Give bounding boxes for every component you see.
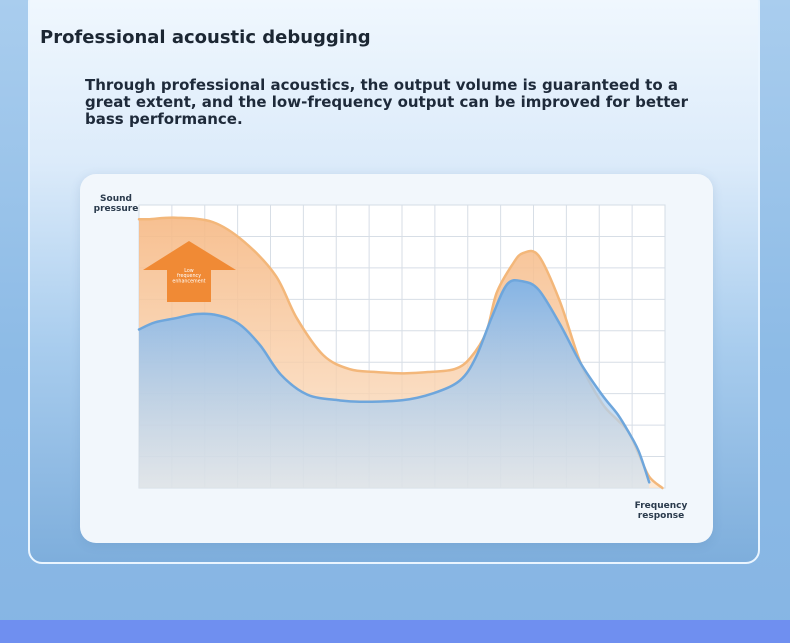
y-axis-label-line-1: Sound bbox=[100, 194, 132, 204]
x-axis-label-line-2: response bbox=[637, 511, 685, 521]
x-axis-label-line-1: Frequency bbox=[634, 501, 688, 511]
x-axis-label: Frequency response bbox=[630, 501, 692, 521]
y-axis-label: Sound pressure bbox=[92, 194, 140, 214]
series-line-original bbox=[137, 278, 651, 484]
series-area-original bbox=[139, 280, 650, 488]
annotation-text-line-3: enhancement bbox=[172, 278, 205, 284]
up-arrow-icon bbox=[143, 241, 236, 302]
annotation-text-line-2: frequency bbox=[177, 273, 201, 279]
bottom-bar bbox=[0, 620, 790, 643]
page-heading: Professional acoustic debugging bbox=[40, 27, 371, 48]
annotation-text-line-1: Low bbox=[184, 268, 194, 274]
feature-description: Through professional acoustics, the outp… bbox=[85, 76, 688, 128]
y-axis-label-line-2: pressure bbox=[93, 204, 139, 214]
